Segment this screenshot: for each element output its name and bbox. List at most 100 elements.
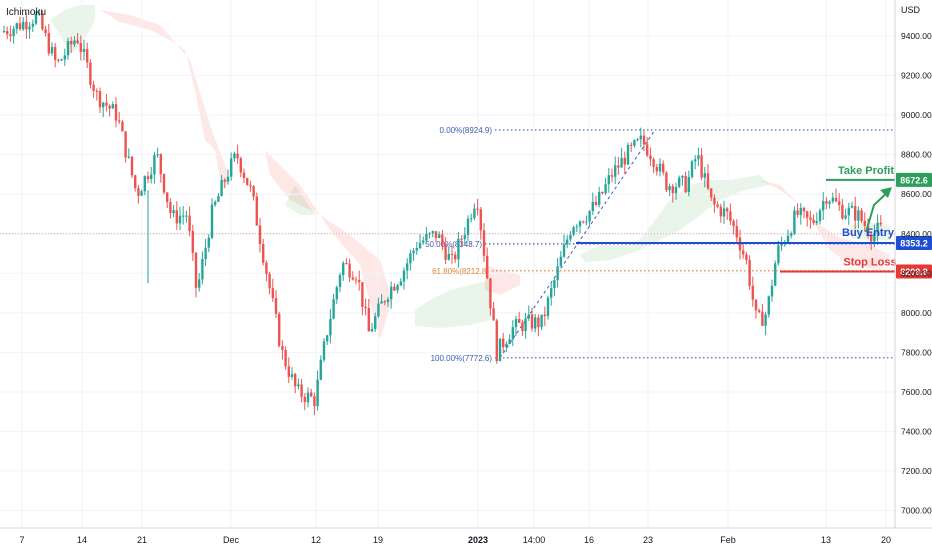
x-tick-label: 19 (373, 535, 383, 545)
price-tag (896, 236, 932, 251)
candle-body (159, 154, 162, 175)
candle-body (623, 157, 626, 165)
candle-body (332, 299, 335, 319)
candle-body (876, 222, 879, 233)
candle-body (239, 158, 242, 173)
candle-body (460, 238, 463, 240)
candle-body (578, 221, 582, 227)
candle-body (873, 232, 876, 242)
candle-body (530, 314, 534, 329)
level-label: Take Profit (838, 165, 894, 177)
candle-body (534, 317, 537, 329)
cloud-bearish (760, 180, 890, 270)
candle-body (300, 384, 303, 397)
candle-body (431, 231, 434, 234)
candle-body (838, 201, 841, 205)
candle-body (630, 144, 633, 146)
candle-body (425, 233, 428, 241)
candle-body (444, 244, 447, 260)
candle-body (278, 313, 281, 347)
candle-body (719, 206, 722, 217)
candle-body (92, 84, 95, 91)
candle-body (550, 288, 553, 298)
candle-body (12, 28, 15, 36)
candle-body (178, 215, 182, 224)
candle-body (18, 23, 22, 30)
candle-body (297, 384, 300, 387)
candle-body (726, 208, 729, 212)
candle-body (758, 310, 761, 312)
candle-body (508, 339, 511, 344)
candle-body (98, 91, 102, 108)
candle-body (470, 218, 473, 220)
candle-body (594, 201, 598, 205)
candle-body (73, 40, 76, 45)
candle-body (841, 204, 844, 219)
candle-body (412, 250, 415, 254)
candle-body (604, 184, 607, 194)
candle-body (457, 238, 460, 260)
candle-body (335, 287, 338, 300)
candle-body (700, 155, 703, 178)
candle-body (255, 196, 258, 226)
x-tick-label: 16 (584, 535, 594, 545)
candle-body (156, 154, 159, 156)
x-tick-label: Dec (223, 535, 240, 545)
candle-body (828, 201, 831, 204)
candle-body (422, 240, 425, 243)
candle-body (252, 186, 255, 197)
candle-body (687, 176, 690, 192)
candle-body (166, 192, 169, 203)
candle-body (79, 43, 82, 52)
candle-body (281, 346, 284, 350)
candle-body (710, 188, 713, 198)
candle-body (802, 207, 806, 212)
candle-body (684, 175, 687, 192)
y-tick-label: 8000.00 (901, 308, 932, 318)
candle-body (486, 255, 489, 279)
level-label: Stop Loss (843, 257, 896, 269)
candle-body (242, 172, 246, 179)
candle-body (134, 175, 137, 189)
candle-body (204, 247, 207, 260)
candle-body (207, 237, 210, 248)
candle-body (639, 135, 642, 140)
candle-body (124, 131, 127, 158)
currency-label: USD (901, 5, 921, 15)
candle-body (441, 234, 444, 245)
candle-body (646, 144, 649, 156)
candle-body (303, 396, 306, 403)
candle-body (479, 209, 482, 231)
candle-body (543, 314, 546, 317)
cloud-bullish (50, 5, 95, 55)
candle-body (386, 299, 390, 303)
candle-body (345, 263, 348, 265)
candle-body (521, 322, 524, 332)
candle-body (351, 277, 354, 280)
candle-body (748, 260, 751, 286)
candle-body (642, 135, 646, 145)
candle-body (786, 235, 790, 243)
candle-body (598, 192, 601, 205)
candle-body (226, 176, 230, 182)
candle-body (764, 314, 767, 326)
candle-body (806, 211, 809, 218)
candle-body (527, 314, 530, 319)
candle-body (777, 245, 780, 264)
y-tick-label: 7600.00 (901, 387, 932, 397)
candle-body (518, 319, 521, 323)
candle-body (850, 205, 854, 208)
candle-body (655, 167, 658, 172)
candle-body (742, 250, 745, 255)
fib-level-label: 50.00%(8348.7) (425, 240, 482, 249)
forecast-arrow (865, 189, 891, 233)
candle-body (463, 235, 466, 240)
x-tick-label: Feb (720, 535, 736, 545)
candle-body (498, 338, 502, 361)
candle-body (367, 307, 370, 332)
candle-body (265, 262, 268, 274)
candle-body (102, 102, 105, 108)
candle-body (54, 46, 57, 60)
